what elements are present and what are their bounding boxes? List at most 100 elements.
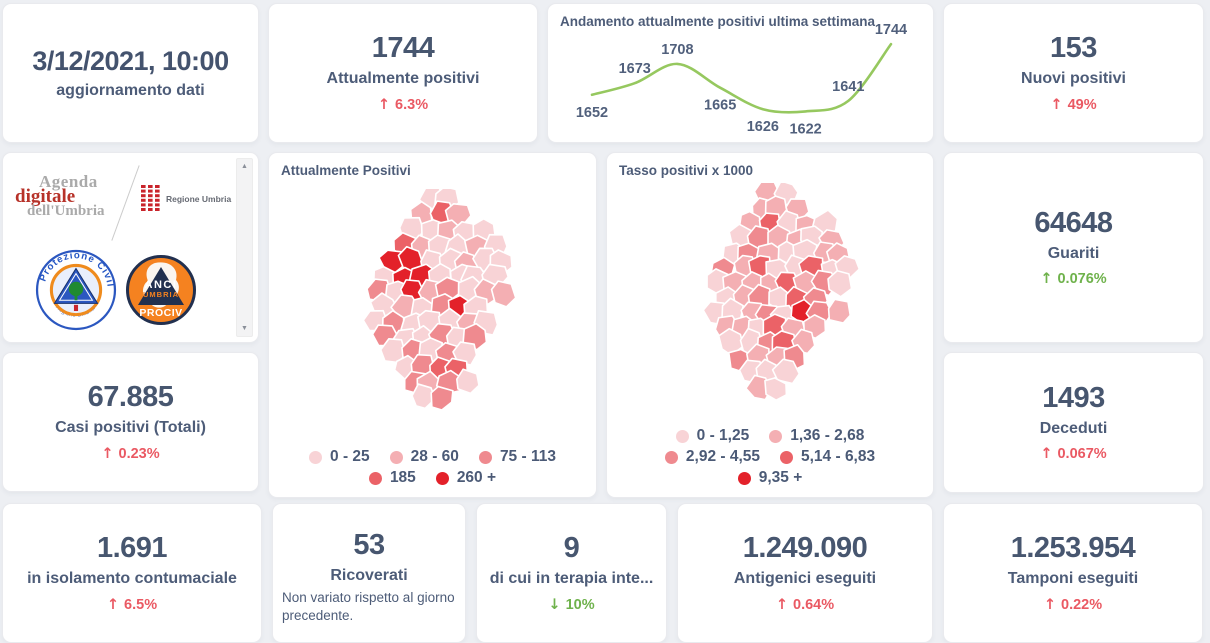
arrow-up-icon: ↑: [101, 445, 114, 462]
card-isolamento: 1.691 in isolamento contumaciale ↑ 6.5%: [2, 503, 262, 643]
stat-delta: ↑ 6.3%: [378, 97, 428, 113]
legend-dot-icon: [737, 471, 751, 485]
arrow-up-icon: ↑: [1040, 271, 1053, 288]
card-map-tasso-positivi: Tasso positivi x 1000 0 - 1,25 1,36 - 2,6…: [606, 152, 934, 498]
legend-row: 9,35 +: [737, 469, 803, 487]
update-time-label: aggiornamento dati: [56, 81, 205, 99]
legend-item: 5,14 - 6,83: [780, 448, 875, 466]
stat-value: 1744: [371, 32, 435, 65]
stat-delta: ↓ 10%: [548, 597, 594, 613]
stat-delta: ↑ 0.23%: [101, 446, 159, 462]
chart-point-label: 1744: [875, 22, 907, 38]
card-tamponi: 1.253.954 Tamponi eseguiti ↑ 0.22%: [943, 503, 1203, 643]
stat-value: 1.253.954: [1010, 532, 1136, 565]
stat-value: 1.249.090: [742, 532, 868, 565]
stat-value: 64648: [1034, 206, 1113, 239]
map-region[interactable]: [430, 385, 454, 411]
map-legend: 0 - 1,25 1,36 - 2,68 2,92 - 4,55 5,14 - 6,8…: [607, 427, 933, 487]
map-region[interactable]: [411, 383, 437, 410]
legend-dot-icon: [664, 450, 678, 464]
svg-text:ANCI: ANCI: [145, 279, 178, 291]
chart-point-label: 1652: [576, 105, 608, 121]
card-ricoverati: 53 Ricoverati Non variato rispetto al gi…: [272, 503, 466, 643]
legend-dot-icon: [780, 450, 793, 464]
legend-label: 28 - 60: [410, 448, 459, 465]
card-attualmente-positivi: 1744 Attualmente positivi ↑ 6.3%: [268, 3, 538, 143]
legend-dot-icon: [368, 471, 382, 485]
stat-label: in isolamento contumaciale: [27, 570, 237, 588]
legend-item: 1,36 - 2,68: [769, 427, 864, 445]
map-region[interactable]: [827, 298, 852, 324]
chart-point-label: 1641: [832, 79, 864, 95]
delta-value: 0.067%: [1057, 446, 1107, 463]
chart-point-label: 1622: [789, 121, 821, 137]
logos-scrollbar[interactable]: ▲ ▼: [236, 158, 253, 337]
chart-point-label: 1708: [661, 42, 693, 58]
legend-label: 0 - 1,25: [696, 427, 750, 444]
umbria-choropleth-map[interactable]: [673, 183, 869, 407]
legend-item: 0 - 1,25: [675, 427, 750, 445]
agenda-logo-line1: Agenda: [39, 172, 98, 191]
delta-value: 6.5%: [124, 596, 158, 613]
map-legend: 0 - 25 28 - 60 75 - 113 185 260 +: [269, 448, 596, 487]
legend-label: 75 - 113: [499, 448, 556, 465]
stat-label: di cui in terapia inte...: [489, 570, 654, 588]
legend-label: 9,35 +: [758, 469, 803, 486]
stat-delta: ↑ 0.22%: [1044, 597, 1102, 613]
stat-label: Attualmente positivi: [326, 70, 480, 88]
stat-value: 9: [563, 532, 580, 565]
map-region[interactable]: [456, 368, 480, 395]
delta-value: 6.3%: [395, 96, 429, 113]
card-terapia-intensiva: 9 di cui in terapia inte... ↓ 10%: [476, 503, 667, 643]
arrow-up-icon: ↑: [1050, 96, 1063, 113]
delta-value: 0.076%: [1057, 271, 1107, 288]
legend-label: 185: [389, 469, 416, 486]
stat-delta: ↑ 49%: [1050, 97, 1096, 113]
delta-value: 10%: [565, 596, 595, 613]
legend-dot-icon: [769, 429, 783, 443]
card-guariti: 64648 Guariti ↑ 0.076%: [943, 152, 1204, 343]
legend-dot-icon: [435, 471, 449, 485]
stat-label: Tamponi eseguiti: [1007, 570, 1139, 588]
map-region[interactable]: [764, 377, 788, 401]
card-map-attualmente-positivi: Attualmente Positivi 0 - 25 28 - 60 75 - 1…: [268, 152, 597, 498]
legend-label: 1,36 - 2,68: [790, 427, 865, 444]
legend-item: 75 - 113: [478, 448, 556, 466]
umbria-choropleth-map[interactable]: [333, 189, 533, 418]
agenda-logo-line2: digitale: [15, 186, 76, 207]
trend-line: [590, 42, 893, 114]
arrow-up-icon: ↑: [377, 96, 391, 113]
map-region[interactable]: [490, 280, 517, 308]
legend-row: 2,92 - 4,55 5,14 - 6,83: [664, 448, 875, 466]
scroll-up-arrow-icon[interactable]: ▲: [241, 163, 248, 170]
legend-dot-icon: [309, 450, 323, 464]
legend-row: 0 - 1,25 1,36 - 2,68: [675, 427, 864, 445]
map-region[interactable]: [827, 269, 853, 298]
chart-point-label: 1626: [747, 119, 779, 135]
card-logos: Agenda digitale dell'Umbria Regione Umbr…: [2, 152, 259, 343]
stat-value: 1493: [1042, 381, 1105, 414]
regione-umbria-label: Regione Umbria: [166, 193, 232, 204]
legend-item: 9,35 +: [737, 469, 803, 487]
map-title: Attualmente Positivi: [281, 163, 411, 178]
stat-label: Antigenici eseguiti: [733, 570, 877, 588]
chart-point-label: 1673: [619, 61, 651, 77]
agenda-logo-line3: dell'Umbria: [27, 203, 105, 219]
legend-item: 2,92 - 4,55: [664, 448, 760, 466]
anci-umbria-prociv-logo: ANCI UMBRIA PROCIV: [126, 255, 196, 325]
trend-line-chart[interactable]: 1652 1673 1708 1665 1626 1622 1641 1744: [548, 4, 935, 144]
stat-value: 67.885: [87, 381, 174, 414]
delta-value: 0.22%: [1061, 596, 1103, 613]
stat-value: 1.691: [96, 532, 168, 565]
protezione-civile-logo: Protezione Civile Regione Umbria: [35, 249, 117, 331]
stat-label: Nuovi positivi: [1021, 70, 1126, 88]
svg-text:PROCIV: PROCIV: [139, 307, 182, 319]
card-casi-totali: 67.885 Casi positivi (Totali) ↑ 0.23%: [2, 352, 259, 492]
map-region[interactable]: [771, 358, 801, 385]
legend-item: 0 - 25: [309, 448, 370, 466]
arrow-up-icon: ↑: [1043, 596, 1057, 613]
scroll-down-arrow-icon[interactable]: ▼: [241, 325, 248, 332]
legend-label: 0 - 25: [330, 448, 370, 465]
delta-value: 49%: [1067, 96, 1097, 113]
